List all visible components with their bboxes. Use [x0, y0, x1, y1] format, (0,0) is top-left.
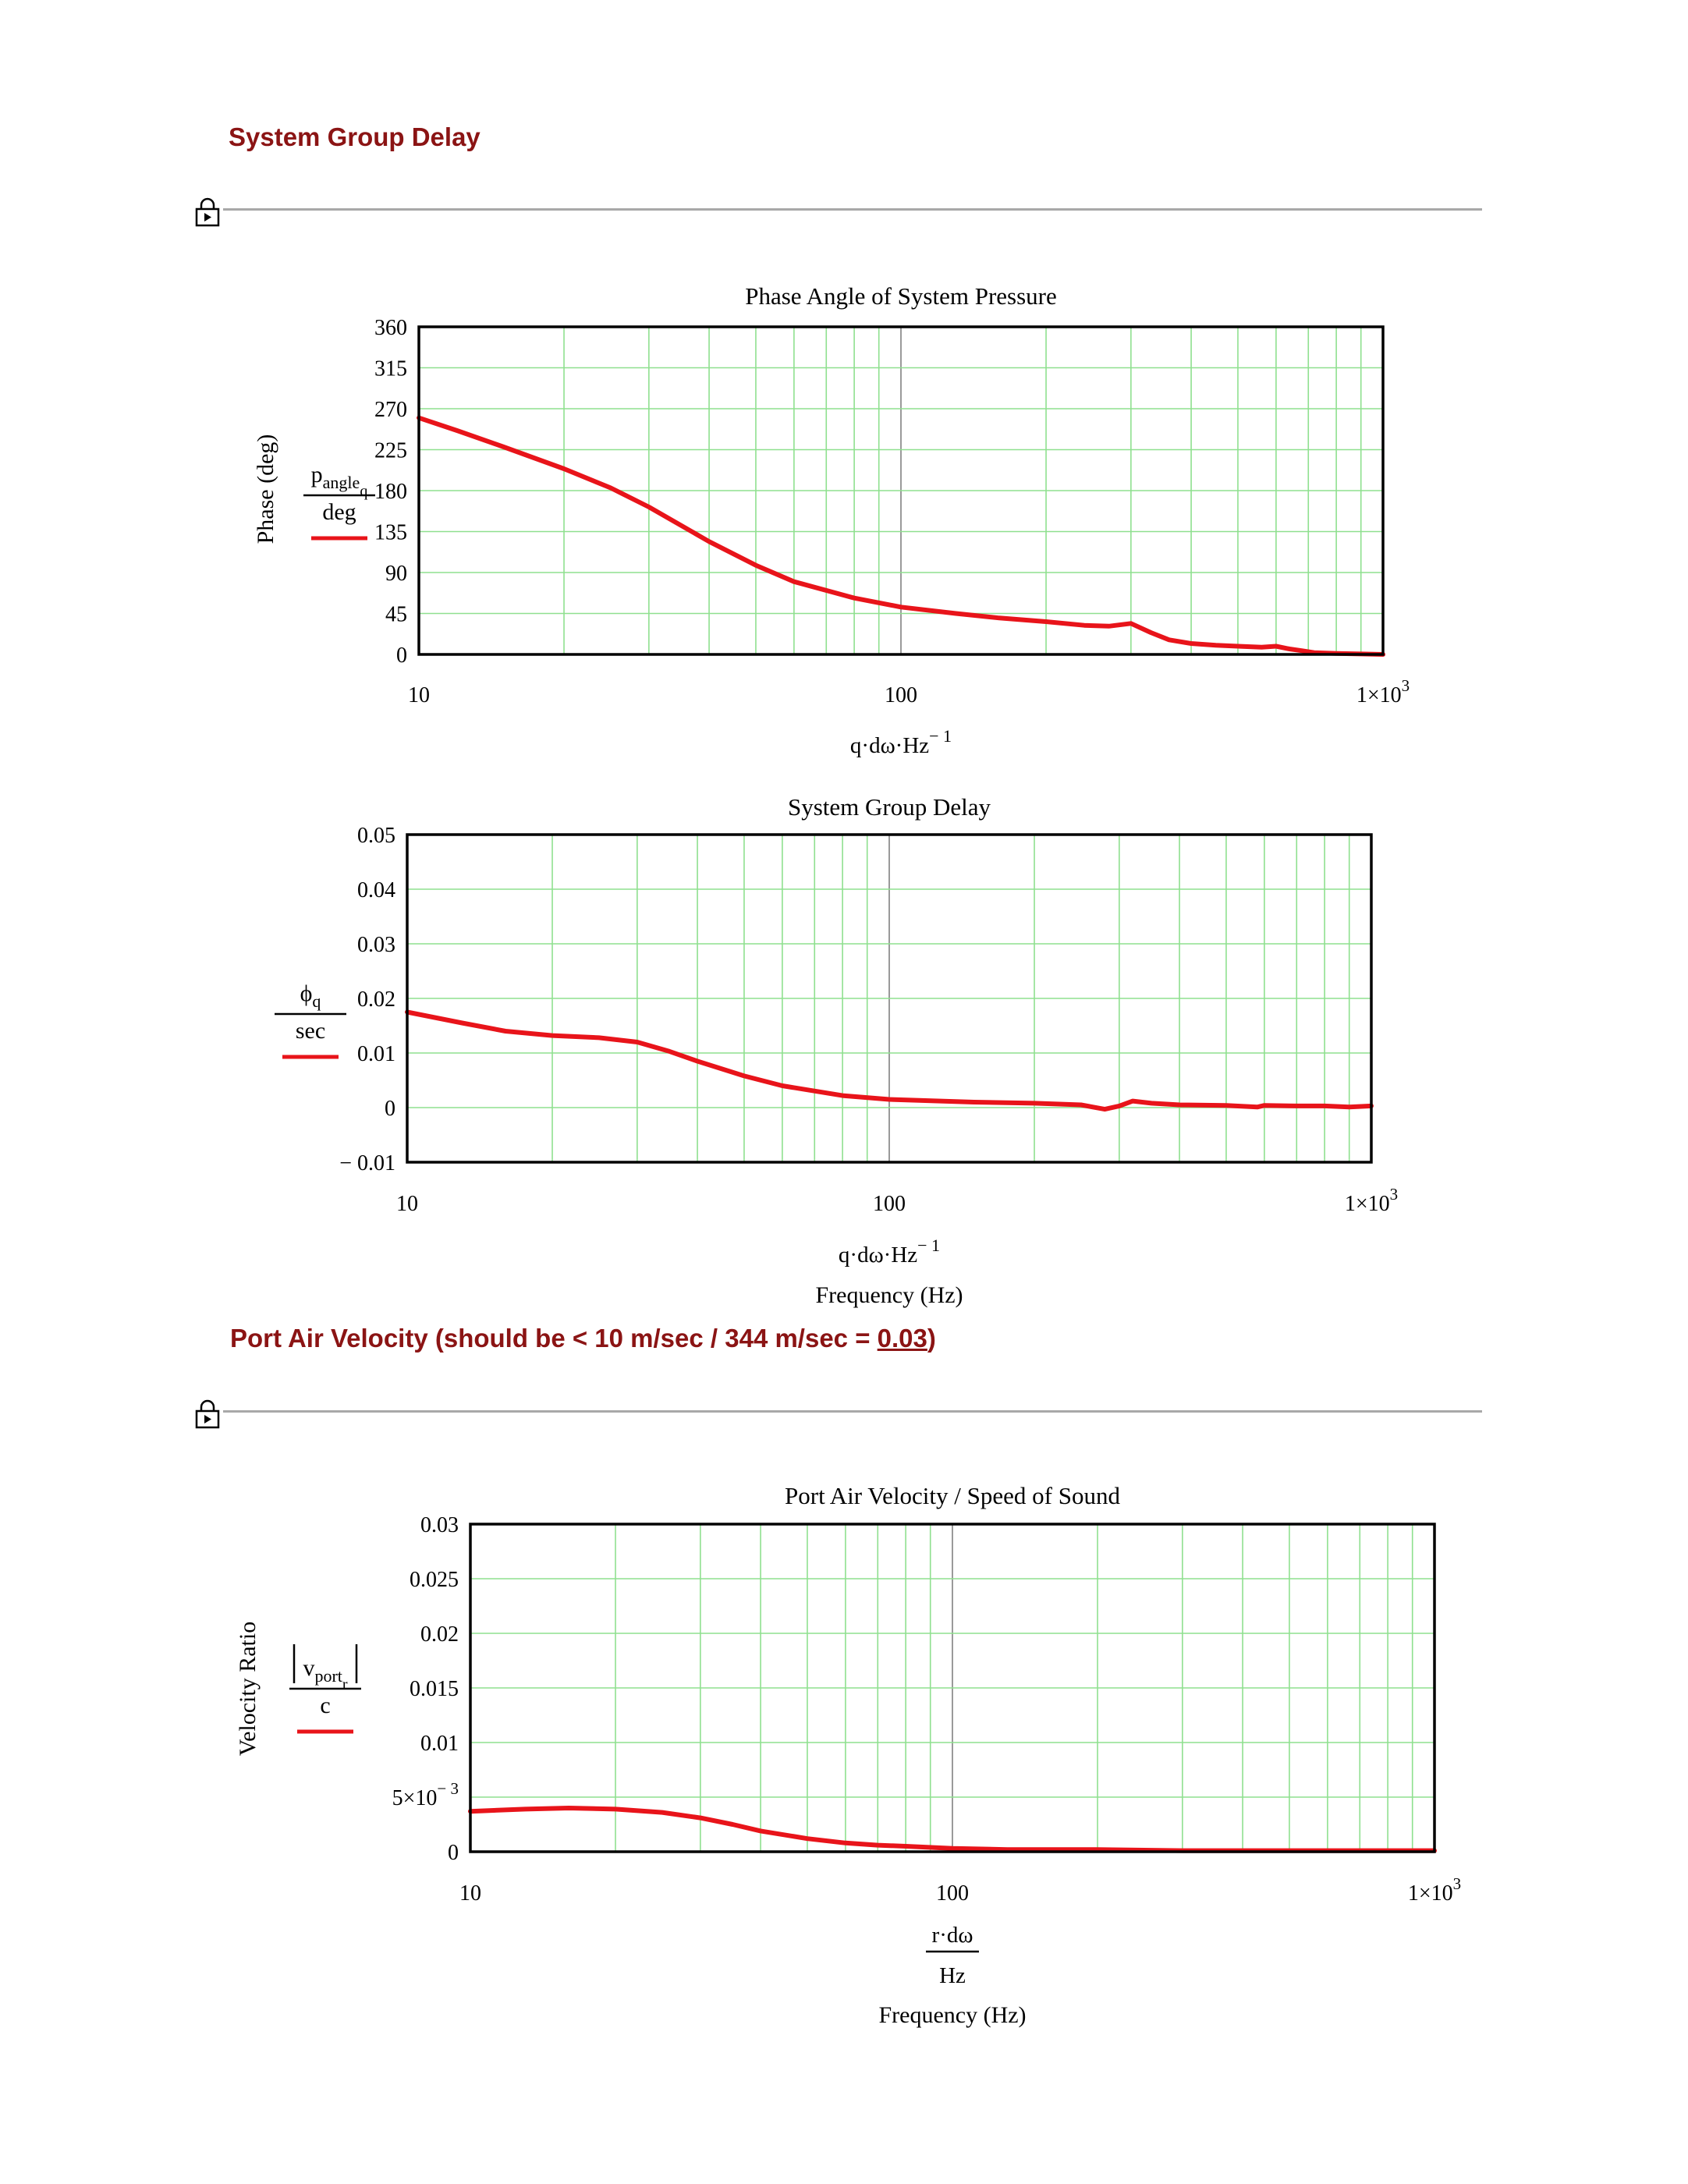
expr-subscript: q [312, 991, 321, 1011]
y-tick-label: 0 [385, 1097, 395, 1121]
x-tick-base: 1×10 [1356, 683, 1402, 707]
y-tick-label: 135 [374, 521, 407, 545]
y-tick-label: 0.01 [420, 1732, 459, 1756]
y-tick-label: 0 [448, 1841, 459, 1865]
x-tick-base: 1×10 [1345, 1192, 1390, 1216]
x-tick-exponent: 3 [1390, 1185, 1399, 1204]
section-title-suffix: ) [927, 1324, 936, 1353]
x-tick-label: 100 [885, 683, 917, 707]
x-tick-label: 10 [408, 683, 430, 707]
x-expression-denominator: Hz [939, 1963, 966, 1988]
lock-icon[interactable] [195, 197, 220, 227]
series-line [417, 415, 1385, 657]
y-tick-label: 225 [374, 439, 407, 463]
x-tick-label: 1×103 [1345, 1185, 1398, 1216]
plot-frame [417, 325, 1385, 656]
plot-frame [469, 1523, 1436, 1853]
y-tick-label: 0.03 [420, 1513, 459, 1537]
grid [470, 1524, 1434, 1852]
x-tick-base: 1×10 [1408, 1881, 1453, 1906]
y-expression-numerator: vportr [303, 1655, 347, 1693]
expr-symbol: ϕ [300, 980, 313, 1006]
x-expression-numerator: r·dω [932, 1923, 973, 1948]
y-tick-label: 0.02 [357, 987, 395, 1012]
y-tick-label: 0.01 [357, 1042, 395, 1066]
y-tick-label: 315 [374, 357, 407, 381]
y-tick-label: 0.015 [410, 1677, 459, 1701]
section-title-value[interactable]: 0.03 [877, 1324, 927, 1353]
plot-frame [406, 833, 1373, 1164]
expr-subscript: angle [323, 473, 360, 492]
x-tick-label: 10 [459, 1881, 481, 1906]
section-title-text: System Group Delay [229, 122, 481, 151]
x-expression-exponent: − 1 [929, 726, 952, 746]
x-tick-label: 1×103 [1356, 676, 1410, 707]
y-axis-label: Phase (deg) [253, 434, 278, 544]
y-tick-label: 5×10− 3 [392, 1779, 459, 1810]
y-tick-label: 360 [374, 316, 407, 340]
x-tick-label: 1×103 [1408, 1874, 1461, 1906]
y-tick-exponent: − 3 [437, 1779, 459, 1798]
y-expression-numerator: ϕq [300, 980, 321, 1011]
y-tick-label: 0.02 [420, 1622, 459, 1647]
section-title-group-delay: System Group Delay [229, 122, 481, 152]
x-expression-exponent: − 1 [917, 1236, 940, 1255]
y-expression-numerator: pangleq [311, 462, 368, 500]
y-tick-label: 0 [396, 644, 407, 668]
section-title-prefix: Port Air Velocity (should be < 10 m/sec … [230, 1324, 878, 1353]
y-tick-label: 270 [374, 398, 407, 422]
x-tick-label: 100 [936, 1881, 969, 1906]
region-divider [223, 1410, 1482, 1413]
y-expression-denominator: deg [322, 499, 356, 525]
y-axis-label: Velocity Ratio [235, 1622, 261, 1756]
x-expression: q·dω·Hz− 1 [839, 1236, 940, 1268]
grid [419, 327, 1383, 654]
x-axis-label: Frequency (Hz) [878, 2002, 1026, 2028]
x-tick-exponent: 3 [1453, 1874, 1462, 1893]
chart-title: Phase Angle of System Pressure [745, 282, 1057, 310]
section-title-port-velocity: Port Air Velocity (should be < 10 m/sec … [230, 1324, 936, 1353]
expr-subscript: r [342, 1676, 348, 1693]
x-tick-label: 10 [396, 1192, 418, 1216]
lock-icon[interactable] [195, 1399, 220, 1429]
y-tick-label: 90 [385, 562, 407, 586]
region-divider [223, 208, 1482, 211]
expr-subscript: port [314, 1666, 342, 1686]
x-expression-text: q·dω·Hz [839, 1243, 917, 1268]
x-expression-text: q·dω·Hz [850, 733, 929, 758]
x-expression: q·dω·Hz− 1 [850, 726, 952, 758]
y-expression-denominator: sec [296, 1018, 325, 1044]
y-tick-label: 0.05 [357, 824, 395, 848]
x-axis-label: Frequency (Hz) [815, 1282, 963, 1308]
x-tick-label: 100 [873, 1192, 906, 1216]
y-tick-label: 0.03 [357, 933, 395, 957]
chart-title: System Group Delay [788, 793, 991, 821]
x-tick-exponent: 3 [1402, 676, 1410, 695]
y-tick-label: − 0.01 [339, 1151, 395, 1175]
y-tick-label: 180 [374, 480, 407, 504]
chart-title: Port Air Velocity / Speed of Sound [785, 1482, 1120, 1509]
y-tick-base: 5×10 [392, 1786, 438, 1810]
y-tick-label: 0.025 [410, 1568, 459, 1592]
y-tick-label: 0.04 [357, 878, 395, 902]
y-tick-label: 45 [385, 603, 407, 627]
series-line [405, 1009, 1374, 1112]
expr-symbol: p [311, 462, 323, 488]
expr-subscript: q [360, 483, 367, 500]
expr-symbol: v [303, 1655, 314, 1681]
y-expression-denominator: c [320, 1693, 330, 1718]
